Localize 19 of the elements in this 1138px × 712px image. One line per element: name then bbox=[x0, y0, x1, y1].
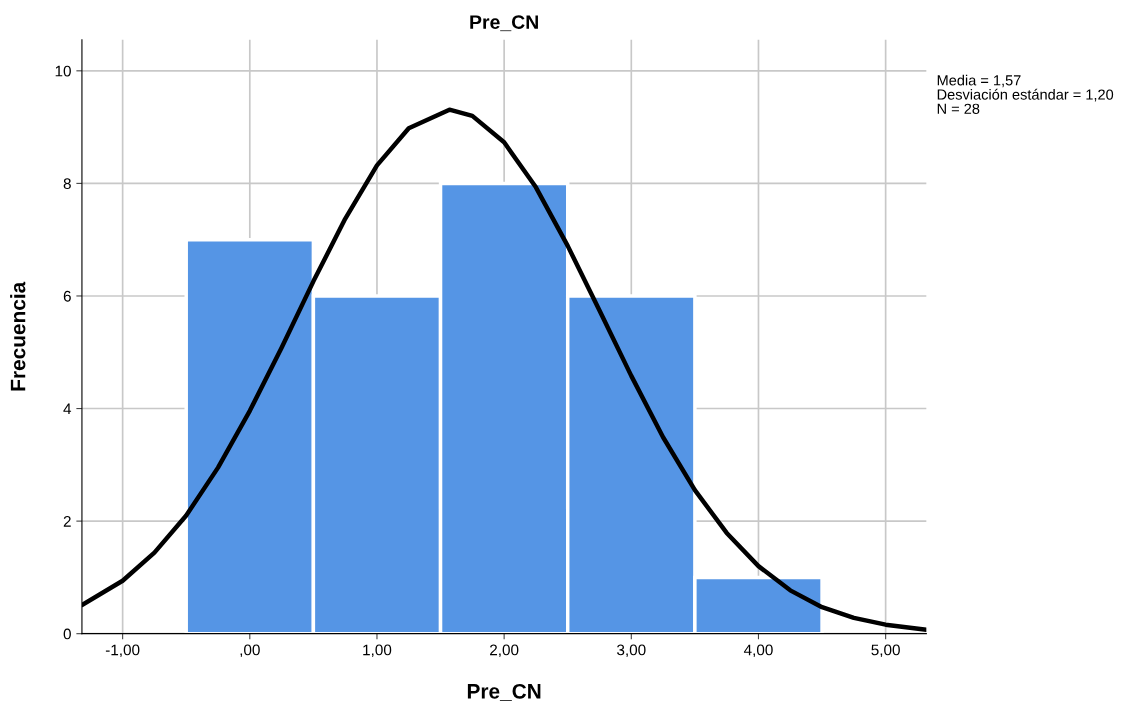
text: Desviación estándar = 1,20 bbox=[937, 88, 1114, 102]
y-tick-label: 6 bbox=[63, 290, 71, 302]
x-tick-label: -1,00 bbox=[105, 644, 140, 658]
chart-title: Pre_CN bbox=[470, 15, 538, 32]
y-tick-label: 10 bbox=[55, 65, 71, 77]
x-tick-label: 5,00 bbox=[871, 644, 900, 658]
y-tick-label: 0 bbox=[63, 628, 71, 640]
text: N = 28 bbox=[937, 103, 980, 114]
y-tick-label: 2 bbox=[63, 515, 71, 527]
y-tick-label: 4 bbox=[63, 403, 72, 415]
x-tick-label: 2,00 bbox=[490, 644, 519, 658]
x-tick-label: 4,00 bbox=[743, 644, 773, 658]
x-axis-title: Pre_CN bbox=[467, 683, 541, 701]
x-tick-label: ,00 bbox=[240, 644, 260, 658]
x-tick-label: 3,00 bbox=[617, 644, 646, 658]
text: Media = 1,57 bbox=[937, 74, 1021, 88]
y-tick-label: 8 bbox=[63, 178, 71, 190]
x-tick-label: 1,00 bbox=[363, 644, 392, 658]
y-axis-title: Frecuencia bbox=[10, 281, 26, 391]
